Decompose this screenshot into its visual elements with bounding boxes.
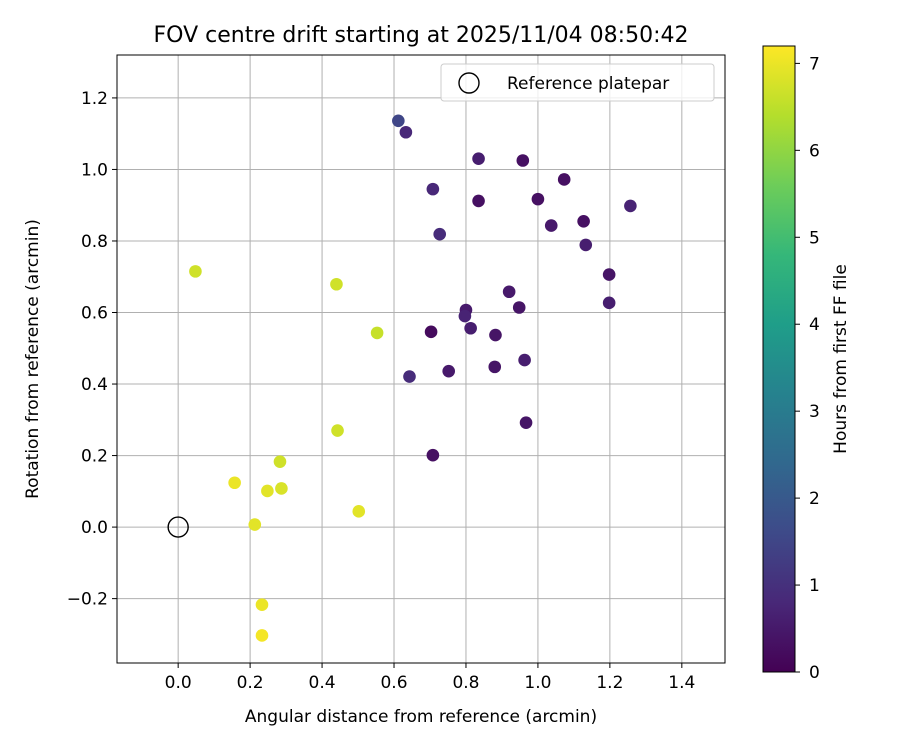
colorbar-tick-label: 4	[809, 315, 820, 335]
colorbar-tick-label: 3	[809, 402, 820, 422]
data-point	[275, 482, 288, 495]
colorbar: 0 1 2 3 4 5 6 7 Hours from first FF file	[762, 45, 851, 683]
data-point	[403, 370, 416, 383]
x-tick-label: 0.8	[452, 673, 479, 693]
x-tick-label: 1.2	[596, 673, 623, 693]
colorbar-gradient	[763, 46, 795, 672]
data-point	[399, 125, 413, 139]
data-point	[273, 455, 287, 468]
grid-lines	[117, 55, 725, 663]
data-point	[488, 360, 502, 374]
legend-reference-label: Reference platepar	[507, 74, 669, 94]
colorbar-tick-label: 7	[809, 54, 820, 74]
data-point	[426, 448, 440, 462]
y-tick-label: 0.4	[81, 375, 108, 395]
y-tick-label: 0.8	[81, 232, 108, 252]
y-tick-label: 1.0	[81, 160, 108, 180]
colorbar-tick-label: 5	[809, 228, 820, 248]
data-point	[489, 328, 502, 342]
data-point	[544, 219, 558, 232]
data-point	[426, 182, 440, 196]
x-axis-label: Angular distance from reference (arcmin)	[245, 707, 597, 727]
colorbar-tick-label: 6	[809, 141, 820, 161]
y-tick-label: 1.2	[81, 89, 108, 109]
data-point	[248, 518, 262, 531]
legend: Reference platepar	[440, 63, 715, 102]
data-point	[330, 277, 343, 291]
x-tick-label: 0.6	[380, 673, 407, 693]
data-point	[624, 199, 637, 213]
data-point	[577, 215, 590, 228]
data-point	[392, 114, 405, 128]
data-point	[502, 285, 516, 299]
colorbar-tick-label: 0	[809, 663, 820, 683]
reference-platepar-marker	[167, 516, 189, 538]
x-tick-label: 0.0	[165, 673, 192, 693]
axes-frame	[116, 54, 726, 664]
data-point	[519, 416, 533, 429]
data-point	[442, 364, 456, 378]
data-point	[602, 268, 616, 281]
data-point	[472, 194, 485, 208]
x-tick-label: 0.4	[309, 673, 336, 693]
data-point	[255, 598, 269, 612]
y-tick-label: 0.2	[81, 447, 108, 467]
reference-marker-layer	[167, 516, 189, 538]
data-point	[464, 321, 477, 335]
data-point	[518, 353, 531, 367]
x-tick-label: 1.0	[524, 673, 551, 693]
data-point	[512, 301, 526, 314]
data-point	[189, 265, 202, 278]
y-axis-label: Rotation from reference (arcmin)	[23, 219, 43, 499]
colorbar-label: Hours from first FF file	[831, 264, 851, 454]
legend-reference-marker	[458, 72, 480, 94]
data-point	[228, 476, 241, 490]
data-point	[557, 173, 571, 186]
colorbar-ticks: 0 1 2 3 4 5 6 7	[795, 54, 820, 683]
data-point	[331, 424, 344, 437]
data-point	[352, 505, 366, 518]
data-point	[472, 152, 485, 166]
data-point	[458, 309, 472, 323]
data-point	[255, 629, 269, 642]
data-point	[424, 325, 438, 339]
data-point	[531, 192, 545, 206]
y-tick-label: 0.6	[81, 304, 108, 324]
data-point	[516, 154, 530, 167]
data-point	[370, 326, 384, 340]
data-points	[189, 114, 637, 642]
y-tick-label: −0.2	[67, 590, 108, 610]
data-point	[602, 296, 616, 310]
colorbar-frame	[762, 45, 796, 673]
x-ticks: 0.0 0.2 0.4 0.6 0.8 1.0 1.2 1.4	[165, 663, 695, 693]
colorbar-tick-label: 2	[809, 489, 820, 509]
scatter-plot: 0.0 0.2 0.4 0.6 0.8 1.0 1.2 1.4 −0.20.00.20.40.…	[67, 54, 726, 693]
x-tick-label: 0.2	[237, 673, 264, 693]
chart-title: FOV centre drift starting at 2025/11/04 …	[154, 23, 689, 48]
y-tick-label: 0.0	[81, 518, 108, 538]
legend-box	[440, 63, 715, 102]
data-point	[433, 227, 447, 241]
data-point	[261, 484, 274, 498]
data-point	[579, 238, 593, 252]
x-tick-label: 1.4	[668, 673, 695, 693]
y-ticks: −0.2 0.0 0.2 0.4 0.6 0.8 1.0 1.2	[67, 89, 117, 610]
colorbar-tick-label: 1	[809, 576, 820, 596]
